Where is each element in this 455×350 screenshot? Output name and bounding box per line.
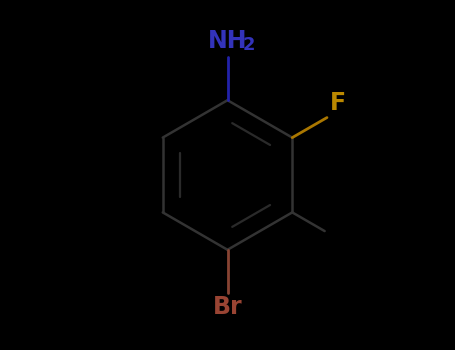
Text: 2: 2 bbox=[242, 36, 255, 54]
Text: F: F bbox=[329, 91, 346, 115]
Text: Br: Br bbox=[212, 295, 243, 319]
Text: NH: NH bbox=[208, 29, 247, 54]
